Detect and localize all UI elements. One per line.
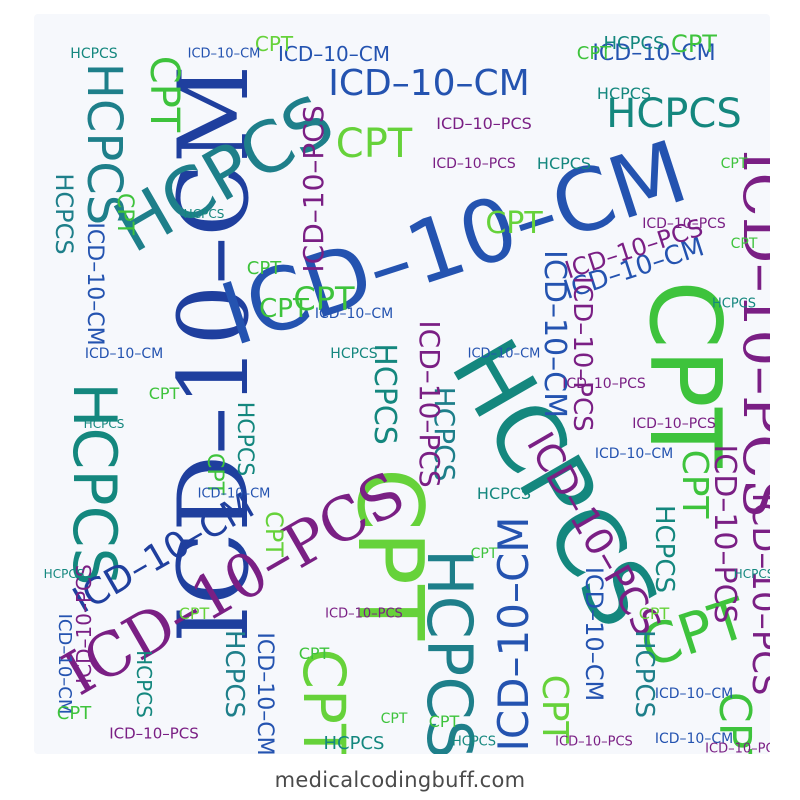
word-icd-10-cm-s4: ICD–10–CM [594, 446, 674, 462]
word-icd-10-pcs-s5: ICD–10–PCS [705, 741, 770, 755]
site-footer: medicalcodingbuff.com [274, 768, 526, 792]
word-cpt-m5: CPT [534, 674, 575, 744]
word-icd-10-pcs-s4: ICD–10–PCS [109, 724, 199, 743]
word-cpt-m2: CPT [485, 206, 543, 241]
word-cpt-m1: CPT [293, 280, 355, 318]
word-icd-10-pcs-s2: ICD–10–PCS [562, 376, 646, 392]
word-icd-10-cm-s3: ICD–10–CM [84, 346, 164, 362]
word-icd-10-pcs-m4: ICD–10–PCS [567, 276, 597, 432]
word-cpt-m8: CPT [112, 192, 137, 236]
word-hcpcs-s3: HCPCS [451, 734, 497, 750]
word-cpt-s1: CPT [298, 644, 330, 663]
word-cpt-m11: CPT [576, 43, 612, 64]
word-icd-10-cm-top: ICD–10–CM [328, 63, 530, 104]
word-hcpcs-s10: HCPCS [43, 567, 85, 581]
word-cpt-s7: CPT [730, 236, 758, 252]
word-icd-10-cm-m3: ICD–10–CM [580, 566, 608, 702]
word-cpt-s5: CPT [148, 384, 180, 403]
word-cpt-m4: CPT [674, 449, 715, 519]
word-icd-10-cm-m4: ICD–10–CM [592, 41, 716, 66]
word-icd-10-cm-m9: ICD–10–CM [187, 46, 261, 62]
word-cpt-m9: CPT [671, 30, 717, 58]
word-hcpcs-s2: HCPCS [323, 733, 385, 754]
word-cpt-s8: CPT [638, 604, 670, 623]
word-icd-10-pcs-m6: ICD–10–PCS [72, 564, 96, 684]
word-hcpcs-s5: HCPCS [183, 207, 225, 221]
word-icd-10-cm-s6: ICD–10–CM [197, 486, 271, 502]
word-cpt-s3: CPT [428, 712, 460, 731]
word-icd-10-cm-lower: ICD–10–CM [489, 516, 538, 752]
word-cpt-s2: CPT [380, 711, 408, 727]
word-hcpcs-s6: HCPCS [83, 417, 125, 431]
word-icd-10-pcs-s6: ICD–10–PCS [555, 734, 633, 750]
word-hcpcs-top-right: HCPCS [606, 91, 742, 137]
word-icd-10-pcs-s3: ICD–10–PCS [632, 416, 716, 432]
word-hcpcs-m6: HCPCS [232, 401, 257, 477]
word-hcpcs-s4: HCPCS [330, 346, 378, 362]
word-cpt-s6: CPT [720, 156, 748, 172]
word-hcpcs-left: HCPCS [59, 382, 129, 586]
word-icd-10-cm-s5: ICD–10–CM [654, 686, 734, 702]
word-hcpcs-m5: HCPCS [219, 629, 249, 719]
word-hcpcs-m10: HCPCS [70, 46, 118, 62]
word-icd-10-cm-m8: ICD–10–CM [54, 613, 75, 715]
word-hcpcs-m4: HCPCS [629, 629, 659, 719]
word-cpt-m3: CPT [259, 294, 309, 324]
word-hcpcs-s7: HCPCS [536, 154, 592, 173]
word-hcpcs-m8: HCPCS [132, 650, 156, 718]
word-icd-10-cm-s2: ICD–10–CM [314, 306, 394, 322]
word-cloud: ICD–10–CM ICD–10–CM HCPCS CPT CPT ICD–10… [34, 14, 770, 754]
word-cpt-s4: CPT [246, 258, 282, 279]
word-icd-10-pcs-m1: ICD–10–PCS [297, 105, 330, 273]
word-cpt-m10: CPT [254, 32, 294, 56]
word-cpt-s10: CPT [178, 604, 210, 623]
word-icd-10-pcs-s7: ICD–10–PCS [432, 156, 516, 172]
word-hcpcs-m7: HCPCS [50, 173, 78, 255]
word-icd-10-cm-s1: ICD–10–CM [654, 731, 734, 747]
word-cpt-s9: CPT [56, 703, 92, 724]
word-icd-10-cm-m6: ICD–10–CM [252, 632, 277, 754]
word-icd-10-cm-s7: ICD–10–CM [467, 346, 541, 362]
word-icd-10-pcs-s8: ICD–10–PCS [642, 216, 726, 232]
word-cpt-mid-upper: CPT [335, 121, 413, 167]
word-icd-10-cm-m5: ICD–10–CM [278, 42, 390, 66]
word-hcpcs-s1: HCPCS [596, 84, 652, 103]
word-hcpcs-m9: HCPCS [603, 33, 665, 54]
word-hcpcs-s8: HCPCS [711, 296, 757, 312]
word-cpt-upper: CPT [141, 55, 187, 133]
word-icd-10-pcs-s1: ICD–10–PCS [436, 114, 532, 133]
word-icd-10-pcs-m2: ICD–10–PCS [413, 320, 446, 488]
word-hcpcs-s11: HCPCS [476, 484, 532, 503]
word-hcpcs-s9: HCPCS [733, 567, 770, 581]
word-icd-10-cm-m7: ICD–10–CM [82, 222, 107, 346]
word-icd-10-pcs-right-edge: ICD–10–PCS [744, 492, 770, 696]
word-icd-10-cm-m2: ICD–10–CM [537, 250, 572, 418]
word-cpt-m6: CPT [260, 511, 288, 557]
word-cpt-s11: CPT [470, 546, 498, 562]
word-icd-10-pcs-s9: ICD–10–PCS [325, 606, 403, 622]
